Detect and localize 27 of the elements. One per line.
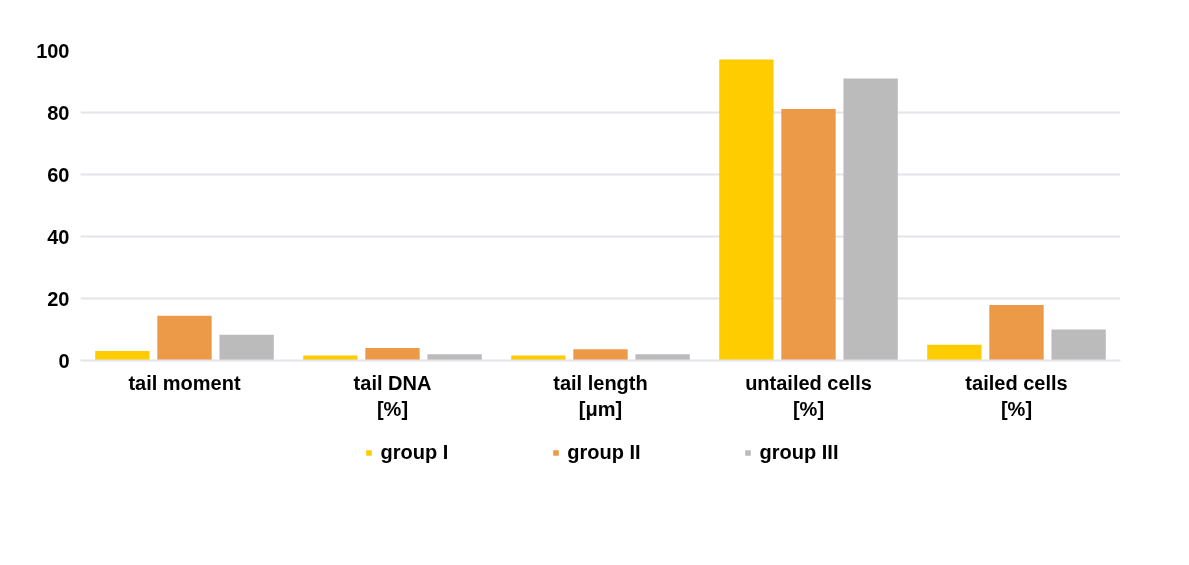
- bar: [157, 315, 212, 361]
- x-tick-label: tail moment: [128, 371, 241, 394]
- x-tick-label: untailed cells [%]: [745, 371, 872, 420]
- x-tick-label: tailed cells [%]: [965, 371, 1068, 420]
- y-tick-label: 80: [47, 101, 70, 124]
- legend-label: group II: [567, 440, 641, 464]
- y-tick-label: 40: [47, 225, 70, 248]
- bar: [219, 334, 274, 361]
- y-tick-label: 20: [47, 287, 70, 310]
- bar: [719, 59, 774, 361]
- bar: [573, 349, 628, 361]
- y-tick-label: 100: [36, 39, 70, 62]
- bar: [843, 78, 898, 361]
- bar: [635, 354, 690, 361]
- bar: [781, 109, 836, 361]
- y-tick-label: 60: [47, 163, 70, 186]
- legend-label: group III: [759, 440, 839, 464]
- bar: [989, 305, 1044, 361]
- bar: [365, 348, 420, 361]
- x-tick-label: tail DNA [%]: [353, 371, 432, 420]
- x-tick-label: tail length [μm]: [553, 371, 648, 420]
- bar: [1051, 329, 1106, 361]
- bar: [927, 344, 982, 361]
- y-tick-label: 0: [58, 349, 70, 372]
- legend-label: group I: [380, 440, 449, 464]
- bar: [95, 350, 150, 361]
- bar: [427, 354, 482, 361]
